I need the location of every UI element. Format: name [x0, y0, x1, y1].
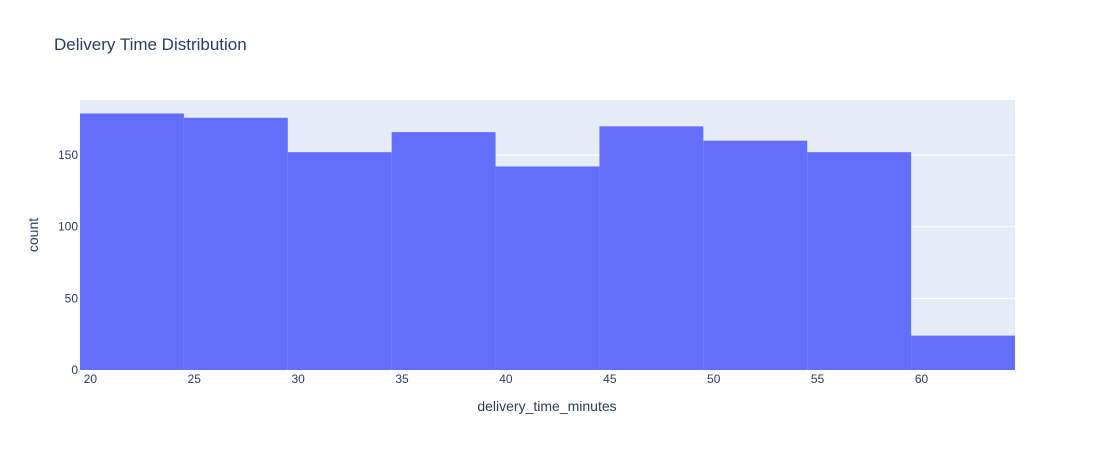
x-tick-label-55: 55 [811, 372, 825, 386]
y-axis-title: count [25, 218, 41, 252]
x-axis-title: delivery_time_minutes [477, 398, 616, 414]
x-tick-label-25: 25 [188, 372, 202, 386]
x-tick-label-30: 30 [291, 372, 305, 386]
bar-2[interactable] [287, 152, 392, 370]
bar-3[interactable] [391, 132, 496, 370]
x-axis-ticks: 20 25 30 35 40 45 50 55 60 [84, 372, 929, 386]
x-tick-label-60: 60 [915, 372, 929, 386]
y-tick-label-150: 150 [58, 148, 78, 162]
bar-4[interactable] [495, 166, 600, 370]
chart-title: Delivery Time Distribution [54, 35, 247, 54]
y-tick-label-0: 0 [71, 363, 78, 377]
y-tick-label-50: 50 [65, 291, 79, 305]
bar-0[interactable] [80, 113, 184, 370]
y-axis-ticks: 0 50 100 150 [58, 148, 78, 377]
x-tick-label-35: 35 [395, 372, 409, 386]
x-tick-label-50: 50 [707, 372, 721, 386]
y-tick-label-100: 100 [58, 220, 78, 234]
bar-8[interactable] [911, 335, 1015, 370]
x-tick-label-40: 40 [499, 372, 513, 386]
x-tick-label-45: 45 [603, 372, 617, 386]
bar-7[interactable] [807, 152, 912, 370]
bars [80, 113, 1015, 371]
x-tick-label-20: 20 [84, 372, 98, 386]
bar-1[interactable] [183, 117, 288, 371]
bar-5[interactable] [599, 126, 704, 371]
bar-6[interactable] [703, 140, 808, 370]
